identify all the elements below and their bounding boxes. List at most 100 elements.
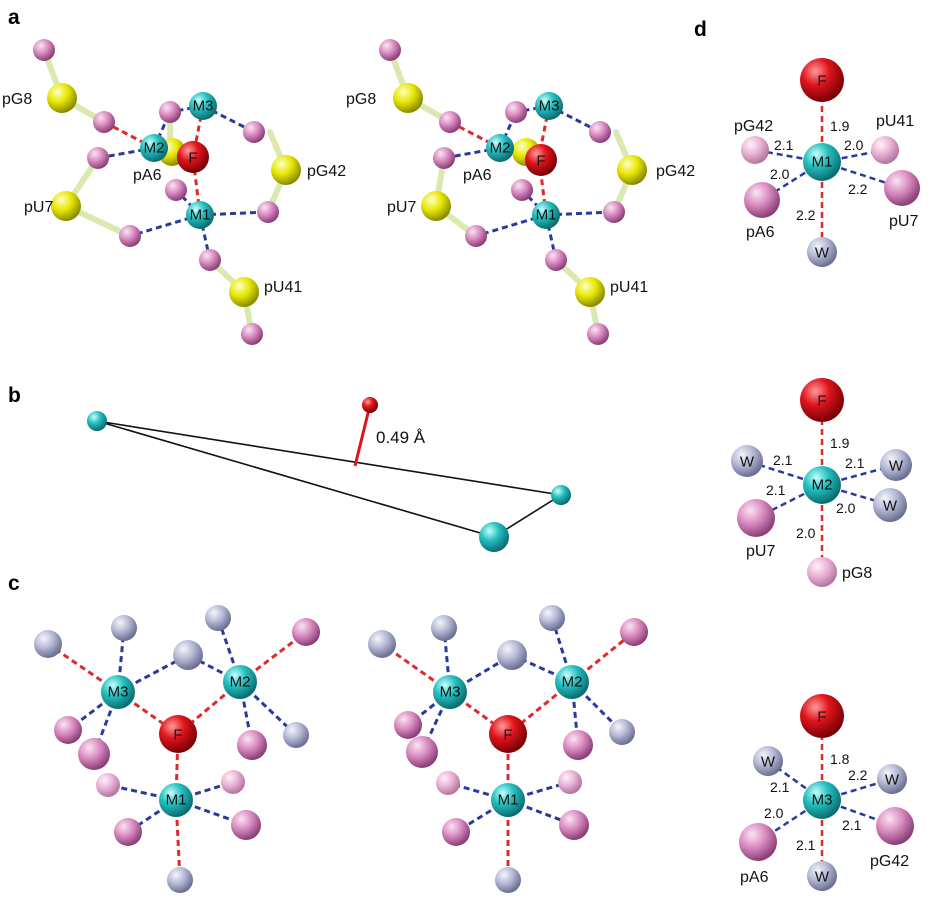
label-M2: M2 [490, 140, 511, 157]
panel-d-M1: F M1 W 1.9 2.1 2.0 2.0 2.2 2.2 pG42 pU41… [734, 58, 920, 267]
metal-atom [803, 781, 841, 819]
oxygen-atom [394, 711, 422, 739]
label-W: W [885, 772, 900, 789]
phosphorus-atom [51, 191, 81, 221]
oxygen-atom [433, 147, 455, 169]
fluoride-atom [362, 397, 378, 413]
metal-atom [186, 201, 214, 229]
label-pU41: pU41 [876, 113, 914, 130]
oxygen-atom [165, 179, 187, 201]
water-atom [609, 719, 635, 745]
dist-M3-W-b: 2.1 [796, 837, 816, 853]
phosphorus-atom [47, 83, 77, 113]
label-F: F [536, 153, 545, 170]
water-atom [173, 640, 203, 670]
oxygen-atom [620, 618, 648, 646]
metal-atom [189, 92, 217, 120]
label-M1: M1 [498, 792, 519, 809]
label-F: F [503, 727, 512, 744]
water-atom [431, 615, 457, 641]
water-atom [539, 605, 565, 631]
oxygen-atom [558, 770, 582, 794]
oxygen-atom [741, 136, 769, 164]
water-atom [495, 867, 521, 893]
dist-M2-W-r: 2.0 [836, 500, 856, 516]
oxygen-atom [465, 225, 487, 247]
metal-atom [159, 783, 193, 817]
label-pU41: pU41 [610, 279, 648, 296]
label-pG8: pG8 [346, 91, 376, 108]
water-atom [368, 630, 396, 658]
panel-d-M3: F M3 W W W 1.8 2.1 2.2 2.0 2.1 2.1 pA6 p… [739, 694, 914, 891]
water-atom [205, 605, 231, 631]
dist-M1-pA6: 2.0 [770, 166, 790, 182]
oxygen-atom [559, 810, 589, 840]
fluoride-atom [489, 715, 527, 753]
label-pA6: pA6 [746, 224, 775, 241]
label-pU41: pU41 [264, 279, 302, 296]
oxygen-atom [603, 201, 625, 223]
oxygen-atom [54, 716, 82, 744]
label-M3: M3 [812, 792, 833, 809]
water-atom [753, 746, 783, 776]
oxygen-atom [257, 201, 279, 223]
water-atom [731, 445, 763, 477]
dist-M1-F: 1.9 [830, 118, 850, 134]
oxygen-atom [744, 182, 780, 218]
metal-atom [532, 201, 560, 229]
label-M2: M2 [144, 140, 165, 157]
oxygen-atom [871, 136, 899, 164]
label-pG42: pG42 [656, 163, 695, 180]
label-F: F [817, 393, 826, 410]
oxygen-atom [436, 771, 460, 795]
oxygen-atom [241, 323, 263, 345]
oxygen-atom [589, 121, 611, 143]
label-M3: M3 [193, 98, 214, 115]
fluoride-atom [800, 694, 844, 738]
label-M1: M1 [812, 154, 833, 171]
oxygen-atom [739, 823, 777, 861]
metal-atom [491, 783, 525, 817]
oxygen-atom [884, 170, 920, 206]
fluoride-atom [177, 141, 209, 173]
panel-label-c: c [8, 572, 20, 595]
oxygen-atom [587, 323, 609, 345]
label-pA6: pA6 [133, 167, 162, 184]
oxygen-atom [199, 249, 221, 271]
label-W: W [761, 754, 776, 771]
oxygen-atom [505, 101, 527, 123]
water-atom [167, 867, 193, 893]
oxygen-atom [93, 111, 115, 133]
fluoride-atom [159, 715, 197, 753]
dist-M1-pU41: 2.0 [844, 137, 864, 153]
panel-c-right-view: M3 M2 M1 F [368, 605, 648, 893]
water-atom [497, 640, 527, 670]
oxygen-atom [114, 818, 142, 846]
label-W: W [740, 454, 755, 471]
oxygen-atom [442, 818, 470, 846]
dist-M2-F: 1.9 [830, 435, 850, 451]
water-atom [111, 615, 137, 641]
label-pA6: pA6 [463, 167, 492, 184]
label-pU7: pU7 [387, 199, 416, 216]
dist-M3-W-ul: 2.1 [770, 779, 790, 795]
label-W: W [883, 498, 898, 515]
water-atom [880, 449, 912, 481]
label-F: F [817, 709, 826, 726]
oxygen-atom [243, 121, 265, 143]
metal-atom [223, 665, 257, 699]
oxygen-atom [78, 738, 110, 770]
label-pU7: pU7 [889, 213, 918, 230]
phosphorus-atom [393, 83, 423, 113]
panel-c-left-view: M3 M2 M1 F [34, 605, 320, 893]
label-F: F [817, 73, 826, 90]
label-pU7: pU7 [24, 199, 53, 216]
dist-M1-pG42: 2.1 [774, 137, 794, 153]
phosphorus-atom [421, 191, 451, 221]
oxygen-atom [159, 101, 181, 123]
metal-atom [479, 522, 509, 552]
phosphorus-atom [617, 155, 647, 185]
oxygen-atom [96, 773, 120, 797]
label-M3: M3 [440, 684, 461, 701]
